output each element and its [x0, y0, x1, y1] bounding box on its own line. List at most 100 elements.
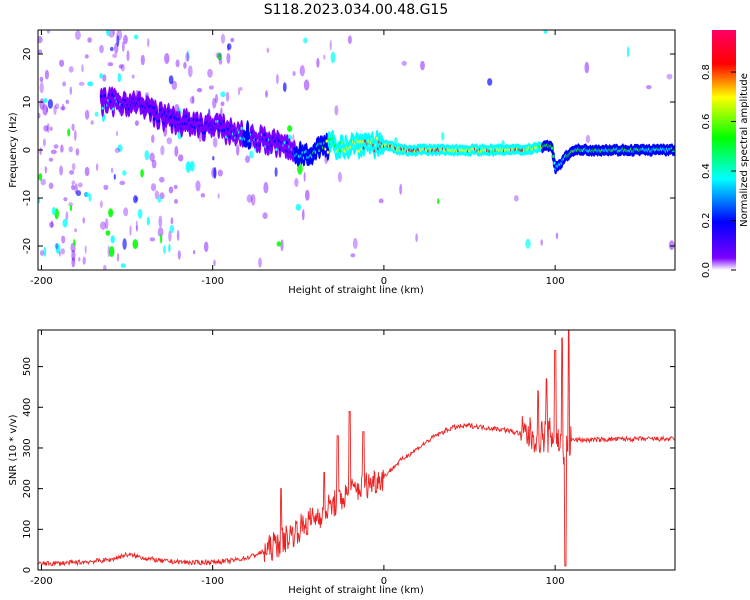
spectrogram-noise-blob — [38, 112, 41, 119]
y-tick-label: -10 — [22, 190, 33, 206]
spectrogram-noise-blob — [236, 144, 240, 156]
spectrogram-noise-blob — [71, 257, 76, 268]
spectrogram-noise-blob — [59, 59, 65, 67]
spectrogram-noise-blob — [82, 217, 86, 224]
spectrogram-noise-blob — [585, 134, 591, 144]
spectrogram-noise-blob — [213, 259, 216, 267]
spectrogram-noise-blob — [100, 200, 103, 208]
spectrogram-noise-blob — [164, 53, 170, 64]
spectrogram-noise-blob — [123, 34, 128, 45]
spectrogram-noise-blob — [157, 227, 164, 238]
spectrogram-noise-blob — [226, 52, 231, 64]
spectrogram-noise-blob — [50, 126, 53, 131]
spectrogram-noise-blob — [245, 155, 250, 163]
y-tick-label: 200 — [22, 479, 33, 498]
spectrogram-ridge-core — [151, 106, 155, 110]
colorbar-label: Normalized spectral amplitude — [739, 73, 750, 227]
spectrogram-noise-blob — [122, 170, 127, 176]
spectrogram-ridge-core — [100, 94, 103, 99]
spectrogram-noise-blob — [183, 61, 187, 69]
spectrogram-noise-blob — [58, 251, 62, 257]
spectrogram-noise-blob — [84, 109, 90, 120]
spectrogram-noise-blob — [399, 183, 403, 195]
spectrogram-noise-blob — [266, 47, 270, 54]
spectrogram-ridge-core — [285, 141, 289, 145]
spectrogram-noise-blob — [337, 171, 342, 183]
spectrogram-noise-blob — [43, 246, 47, 257]
spectrogram-noise-blob — [415, 233, 418, 243]
spectrogram-ridge-core — [152, 117, 156, 121]
spectrogram-noise-blob — [39, 147, 42, 156]
spectrogram-noise-blob — [135, 225, 138, 233]
spectrogram-ridge-core — [173, 116, 176, 120]
x-tick-label: 100 — [546, 576, 565, 587]
spectrogram-noise-blob — [71, 249, 76, 262]
spectrogram-ridge-core — [245, 137, 248, 141]
spectrogram-ridge-core — [357, 149, 361, 153]
spectrogram-noise-blob — [230, 37, 235, 43]
spectrogram-noise-blob — [65, 211, 69, 221]
spectrogram-noise-blob — [238, 86, 241, 96]
spectrogram-noise-blob — [168, 230, 172, 242]
spectrogram-noise-blob — [117, 144, 123, 152]
y-tick-label: 10 — [22, 96, 33, 109]
spectrogram-noise-blob — [169, 224, 175, 234]
spectrogram-noise-blob — [62, 218, 68, 228]
spectrogram-noise-blob — [220, 33, 226, 44]
spectrogram-noise-blob — [134, 120, 139, 126]
spectrogram-noise-blob — [59, 165, 63, 176]
colorbar-tick-label: 0.8 — [701, 64, 712, 80]
x-tick-label: 0 — [381, 276, 387, 287]
spectrogram-ridge-core — [240, 126, 243, 130]
y-axis-label: Frequency (Hz) — [8, 112, 19, 188]
spectrogram-ridge-core — [356, 140, 360, 144]
spectrogram-noise-blob — [116, 30, 123, 41]
spectrogram-noise-blob — [295, 203, 301, 211]
spectrogram-noise-blob — [159, 176, 165, 183]
spectrogram-noise-blob — [113, 173, 116, 180]
spectrogram-noise-blob — [158, 215, 163, 228]
colorbar-tick-label: 0.0 — [701, 262, 712, 278]
spectrogram-noise-blob — [99, 44, 104, 54]
spectrogram-noise-blob — [84, 54, 89, 59]
spectrogram-noise-blob — [282, 82, 287, 92]
spectrogram-noise-blob — [163, 245, 166, 254]
spectrogram-noise-blob — [543, 30, 548, 34]
spectrogram-ridge-core — [162, 121, 165, 126]
spectrogram-noise-blob — [39, 98, 45, 110]
spectrogram-noise-blob — [88, 193, 92, 202]
spectrogram-ridge-core — [258, 143, 261, 147]
snr-series-line — [38, 330, 675, 567]
y-axis-label: SNR (10 * v/v) — [8, 414, 19, 485]
spectrogram-noise-blob — [78, 81, 85, 86]
spectrogram-noise-blob — [220, 107, 223, 117]
y-tick-label: 500 — [22, 357, 33, 376]
spectrogram-noise-blob — [46, 106, 49, 113]
spectrogram-noise-blob — [207, 68, 213, 78]
spectrogram-noise-blob — [555, 232, 559, 240]
spectrogram-noise-blob — [287, 125, 293, 132]
spectrogram-ridge-core — [246, 127, 249, 131]
spectrogram-ridge-core — [101, 106, 104, 110]
spectrogram-noise-blob — [94, 111, 99, 117]
spectrogram-noise-blob — [137, 208, 143, 219]
spectrogram-ridge-core — [203, 131, 206, 135]
spectrogram-noise-blob — [208, 85, 214, 90]
spectrogram-noise-blob — [68, 146, 73, 153]
spectrogram-noise-blob — [220, 101, 225, 107]
spectrogram-noise-blob — [49, 221, 54, 228]
spectrogram-noise-blob — [112, 53, 118, 59]
spectrogram-noise-blob — [168, 243, 171, 253]
spectrogram-noise-blob — [151, 159, 157, 169]
x-tick-label: 0 — [381, 576, 387, 587]
spectrogram-noise-blob — [178, 154, 184, 162]
spectrogram-ridge-core — [216, 119, 219, 124]
spectrogram-noise-blob — [74, 183, 78, 195]
spectrogram-noise-blob — [38, 36, 43, 44]
colorbar-tick-label: 0.4 — [701, 163, 712, 179]
spectrogram-noise-blob — [44, 69, 50, 80]
spectrogram-noise-blob — [401, 60, 407, 66]
spectrogram-noise-blob — [63, 197, 68, 202]
spectrogram-noise-blob — [46, 30, 51, 34]
